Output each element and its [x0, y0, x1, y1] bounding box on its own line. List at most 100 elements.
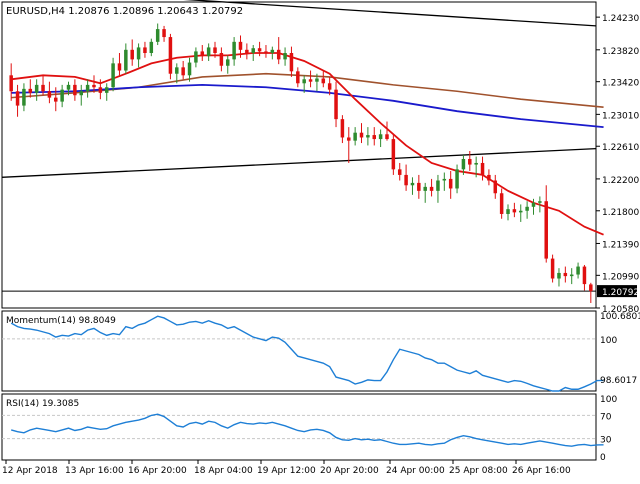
- candle-body: [321, 78, 326, 84]
- price-tick-label: 1.23820: [602, 47, 639, 57]
- candle-body: [162, 29, 166, 38]
- candle-body: [143, 47, 147, 53]
- time-tick-label: 18 Apr 04:00: [194, 466, 253, 476]
- rsi-line: [11, 413, 604, 447]
- candle-body: [251, 48, 255, 53]
- rsi-tick-label: 30: [600, 436, 612, 446]
- candle-body: [506, 209, 510, 214]
- candle-body: [372, 135, 377, 140]
- price-tick-label: 1.21390: [602, 240, 639, 250]
- candle-body: [487, 174, 491, 181]
- candle-body: [73, 84, 77, 96]
- candle-body: [550, 258, 555, 279]
- candle-body: [308, 79, 313, 82]
- candle-body: [404, 174, 408, 186]
- price-tick-label: 1.20580: [602, 305, 639, 315]
- candle-body: [245, 49, 249, 53]
- candle-body: [225, 59, 230, 66]
- time-tick-label: 16 Apr 20:00: [128, 466, 187, 476]
- price-pane: 1.24230 1.23820 1.23420 1.23010 1.22610 1.222…: [1, 0, 639, 315]
- candle-body: [28, 88, 33, 93]
- price-tick-label: 1.20990: [602, 272, 639, 282]
- chart-header: EURUSD,H4 1.20876 1.20896 1.20643 1.2079…: [6, 6, 243, 17]
- momentum-pane-frame: [1, 310, 597, 392]
- price-tick-label: 1.23010: [602, 111, 639, 121]
- candle-body: [366, 135, 370, 138]
- time-axis: 12 Apr 2018 13 Apr 16:00 16 Apr 20:00 18 Ap…: [2, 460, 571, 476]
- price-tick-label: 1.21800: [602, 208, 639, 218]
- candle-body: [499, 193, 504, 214]
- candle-body: [563, 272, 568, 277]
- current-price-label: 1.20792: [602, 288, 639, 298]
- momentum-tick-label: 100: [600, 336, 617, 346]
- candle-body: [480, 162, 485, 175]
- candle-body: [474, 162, 478, 165]
- rsi-tick-label: 0: [600, 453, 606, 463]
- candle-body: [289, 53, 294, 72]
- candle-body: [136, 47, 141, 60]
- candle-body: [232, 41, 236, 60]
- candle-body: [238, 41, 243, 50]
- candle-body: [582, 266, 587, 285]
- time-tick-label: 26 Apr 16:00: [512, 466, 571, 476]
- momentum-tick-label: 98.6017: [600, 376, 637, 386]
- candle-body: [557, 272, 561, 279]
- candle-body: [448, 178, 453, 189]
- candle-body: [391, 139, 396, 170]
- momentum-line: [10, 315, 604, 392]
- candle-body: [334, 89, 338, 120]
- time-tick-label: 13 Apr 16:00: [65, 466, 124, 476]
- candle-body: [206, 47, 211, 57]
- candle-body: [397, 169, 402, 175]
- candle-body: [518, 210, 523, 213]
- candle-body: [149, 41, 154, 53]
- rsi-pane: RSI(14) 19.3085 100 70 30 0: [1, 393, 617, 463]
- candle-body: [538, 201, 542, 203]
- candle-body: [22, 88, 26, 106]
- candle-body: [429, 186, 434, 191]
- candle-body: [257, 48, 262, 52]
- candle-body: [493, 180, 498, 194]
- candle-body: [219, 53, 224, 66]
- momentum-title: Momentum(14) 98.8049: [6, 316, 116, 326]
- candle-body: [60, 89, 64, 102]
- candle-body: [175, 67, 179, 74]
- candle-body: [66, 84, 71, 90]
- candle-body: [34, 84, 39, 93]
- candle-body: [531, 202, 536, 207]
- candle-body: [378, 134, 383, 140]
- candle-body: [213, 47, 217, 53]
- candle-body: [117, 63, 122, 71]
- time-tick-label: 19 Apr 12:00: [257, 466, 316, 476]
- momentum-pane: Momentum(14) 98.8049 100.6801 100 98.6017: [1, 310, 640, 392]
- rsi-title: RSI(14) 19.3085: [6, 399, 79, 409]
- candle-body: [104, 87, 109, 93]
- candle-body: [359, 132, 364, 138]
- candle-body: [385, 134, 389, 140]
- candle-body: [340, 119, 345, 138]
- candle-body: [423, 186, 427, 191]
- candle-body: [461, 158, 466, 170]
- time-tick-label: 25 Apr 08:00: [449, 466, 508, 476]
- candle-body: [302, 79, 306, 84]
- candle-body: [296, 71, 300, 84]
- candle-body: [276, 49, 281, 60]
- candle-body: [124, 49, 128, 71]
- candle-body: [155, 29, 160, 42]
- candle-body: [98, 87, 103, 93]
- time-tick-label: 12 Apr 2018: [2, 466, 58, 476]
- candle-body: [47, 91, 52, 98]
- candle-body: [9, 75, 13, 92]
- candle-body: [468, 158, 472, 165]
- price-tick-label: 1.24230: [602, 14, 639, 24]
- candle-body: [576, 266, 580, 275]
- candle-body: [194, 51, 198, 63]
- candle-body: [130, 49, 134, 60]
- moving-average-red: [11, 52, 604, 236]
- candle-body: [41, 84, 45, 92]
- candle-body: [187, 62, 192, 76]
- candle-body: [264, 51, 268, 53]
- candle-body: [455, 169, 459, 189]
